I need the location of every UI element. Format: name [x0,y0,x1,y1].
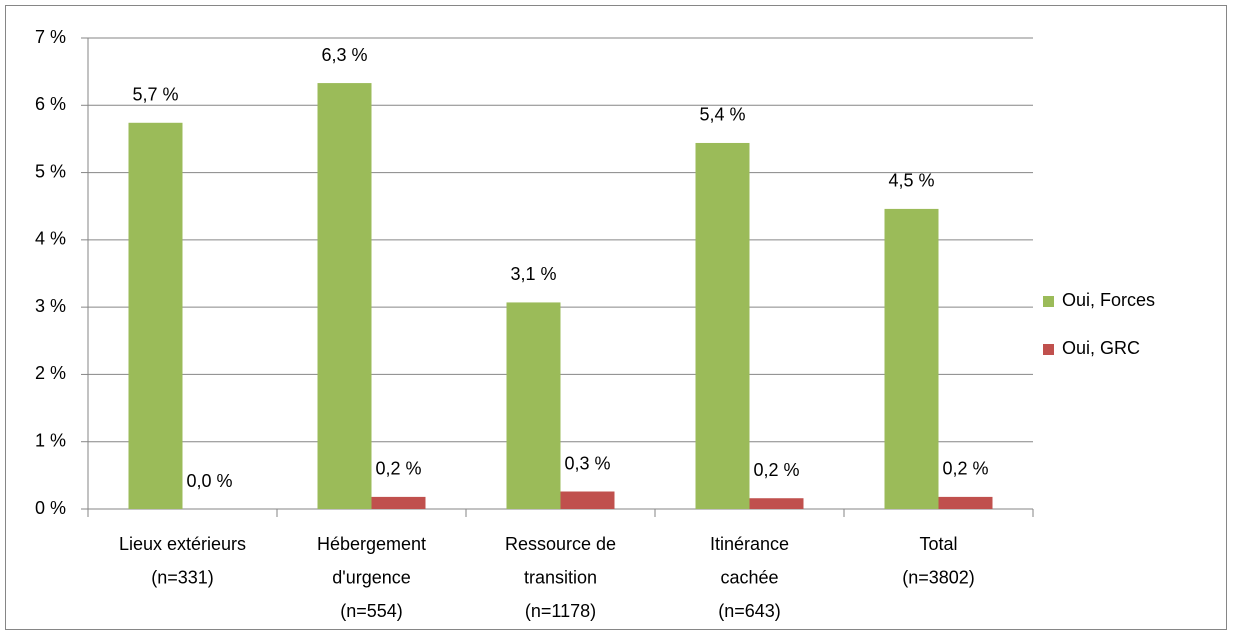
value-label: 4,5 % [888,171,934,191]
legend-swatch [1043,344,1054,355]
value-label: 0,3 % [564,453,610,473]
bar [695,142,750,510]
value-label: 5,4 % [699,105,745,125]
y-tick-label: 2 % [35,363,66,383]
value-label: 0,0 % [186,471,232,491]
bar [938,496,993,509]
bar [317,83,372,510]
legend-swatch [1043,296,1054,307]
x-tick-label: (n=1178) [525,601,596,621]
bar [371,496,426,509]
legend-label: Oui, GRC [1062,338,1140,358]
value-label: 6,3 % [321,45,367,65]
value-label: 0,2 % [753,460,799,480]
bar [560,491,615,509]
chart-border [5,5,1227,630]
y-tick-label: 4 % [35,229,66,249]
value-label: 0,2 % [375,459,421,479]
x-tick-label: (n=331) [151,567,214,587]
bar [749,498,804,509]
bar [884,208,939,510]
value-label: 0,2 % [942,459,988,479]
legend-label: Oui, Forces [1062,290,1155,310]
y-tick-label: 6 % [35,94,66,114]
x-tick-label: (n=3802) [902,567,975,587]
y-tick-label: 0 % [35,498,66,518]
value-label: 3,1 % [510,264,556,284]
x-tick-label: Itinérance [710,534,789,554]
x-tick-label: (n=554) [340,601,403,621]
y-tick-label: 5 % [35,161,66,181]
x-tick-label: d'urgence [332,567,411,587]
y-tick-label: 3 % [35,296,66,316]
x-tick-label: (n=643) [718,601,781,621]
x-tick-label: transition [524,567,597,587]
y-tick-label: 1 % [35,430,66,450]
value-label: 5,7 % [132,85,178,105]
bar [128,122,183,509]
x-tick-label: Hébergement [317,534,426,554]
bar [506,302,561,509]
x-tick-label: cachée [720,567,778,587]
x-tick-label: Ressource de [505,534,616,554]
x-tick-label: Total [919,534,957,554]
x-tick-label: Lieux extérieurs [119,534,246,554]
y-tick-label: 7 % [35,27,66,47]
